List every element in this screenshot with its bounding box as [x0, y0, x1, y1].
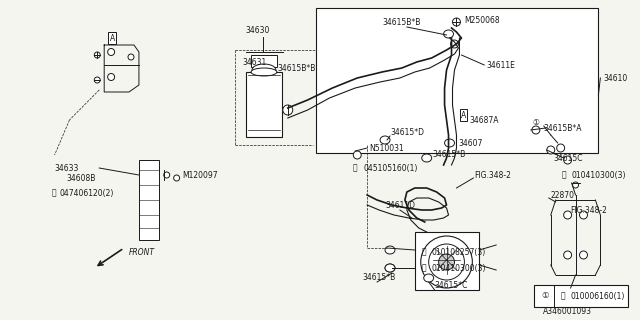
Text: Ⓑ: Ⓑ — [421, 247, 426, 257]
Ellipse shape — [564, 211, 572, 219]
Ellipse shape — [573, 182, 579, 188]
Ellipse shape — [252, 64, 276, 76]
Bar — [415, 232, 479, 290]
Text: Ⓑ: Ⓑ — [561, 292, 565, 300]
Text: A: A — [109, 34, 115, 43]
Text: 010410300(3): 010410300(3) — [431, 263, 486, 273]
Text: 34615*C: 34615*C — [435, 281, 468, 290]
Text: 34631: 34631 — [242, 58, 266, 67]
Text: ①: ① — [541, 292, 548, 300]
Ellipse shape — [444, 30, 454, 38]
Text: 010108257(3): 010108257(3) — [431, 247, 486, 257]
Text: 34615C: 34615C — [554, 154, 583, 163]
Ellipse shape — [251, 68, 277, 76]
Ellipse shape — [452, 18, 460, 26]
Ellipse shape — [445, 139, 454, 147]
Bar — [251, 55, 277, 67]
Text: 34611D: 34611D — [385, 201, 415, 210]
Bar — [139, 160, 159, 240]
Text: N510031: N510031 — [369, 143, 404, 153]
Text: A346001093: A346001093 — [543, 308, 592, 316]
Ellipse shape — [385, 264, 395, 272]
Text: M250068: M250068 — [465, 15, 500, 25]
Text: 34607: 34607 — [458, 139, 483, 148]
Text: Ⓢ: Ⓢ — [353, 164, 358, 172]
Ellipse shape — [451, 40, 458, 48]
Ellipse shape — [557, 144, 564, 152]
Text: Ⓑ: Ⓑ — [421, 263, 426, 273]
Text: 34611E: 34611E — [486, 60, 515, 69]
Ellipse shape — [580, 251, 588, 259]
Text: 34610: 34610 — [604, 74, 628, 83]
Ellipse shape — [128, 54, 134, 60]
Ellipse shape — [173, 175, 180, 181]
Text: 34630: 34630 — [245, 26, 269, 35]
Text: 34608B: 34608B — [67, 173, 96, 182]
Ellipse shape — [108, 49, 115, 55]
Text: FIG.348-2: FIG.348-2 — [571, 205, 607, 214]
Ellipse shape — [283, 105, 292, 115]
Text: 045105160(1): 045105160(1) — [363, 164, 417, 172]
Text: 34615B*A: 34615B*A — [544, 124, 582, 132]
Ellipse shape — [580, 211, 588, 219]
Ellipse shape — [564, 251, 572, 259]
Text: M120097: M120097 — [182, 171, 218, 180]
Text: Ⓑ: Ⓑ — [51, 188, 56, 197]
Ellipse shape — [429, 244, 465, 280]
Ellipse shape — [94, 77, 100, 83]
Text: Ⓑ: Ⓑ — [561, 171, 566, 180]
Text: 010410300(3): 010410300(3) — [572, 171, 626, 180]
Ellipse shape — [564, 156, 572, 164]
Ellipse shape — [94, 52, 100, 58]
Text: ①: ① — [532, 117, 540, 126]
Ellipse shape — [532, 126, 540, 134]
Text: 34615B*B: 34615B*B — [278, 63, 316, 73]
Text: 22870: 22870 — [551, 190, 575, 199]
Ellipse shape — [420, 236, 472, 288]
Ellipse shape — [385, 246, 395, 254]
Ellipse shape — [108, 74, 115, 81]
Ellipse shape — [438, 254, 454, 270]
Bar — [246, 72, 282, 137]
Text: FIG.348-2: FIG.348-2 — [474, 171, 511, 180]
Text: 34615*B: 34615*B — [362, 274, 396, 283]
Text: 010006160(1): 010006160(1) — [571, 292, 625, 300]
Ellipse shape — [353, 151, 361, 159]
Text: 34615B*B: 34615B*B — [382, 18, 420, 27]
Ellipse shape — [380, 136, 390, 144]
Text: 34687A: 34687A — [469, 116, 499, 124]
Ellipse shape — [164, 172, 170, 178]
Text: 34615*D: 34615*D — [390, 127, 424, 137]
Bar — [316, 8, 598, 153]
Ellipse shape — [573, 287, 579, 293]
Ellipse shape — [547, 146, 555, 154]
Text: A: A — [461, 110, 466, 119]
Text: 047406120(2): 047406120(2) — [60, 188, 114, 197]
Text: 34615*B: 34615*B — [433, 149, 466, 158]
Bar — [534, 285, 628, 307]
Text: 34633: 34633 — [54, 164, 79, 172]
Ellipse shape — [385, 264, 395, 272]
Ellipse shape — [424, 274, 434, 282]
Ellipse shape — [422, 154, 431, 162]
Text: FRONT: FRONT — [129, 247, 155, 257]
